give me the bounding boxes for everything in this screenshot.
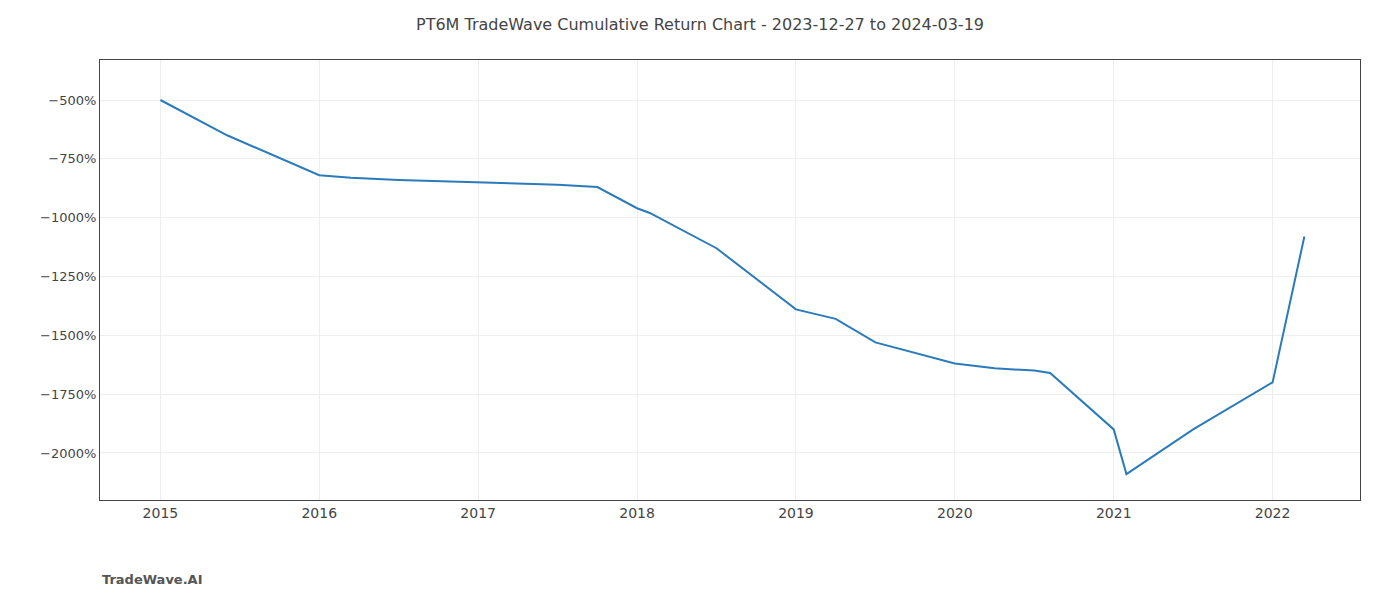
- svg-text:2020: 2020: [937, 505, 973, 521]
- svg-text:2017: 2017: [460, 505, 496, 521]
- svg-text:−1750%: −1750%: [40, 387, 96, 402]
- svg-text:PT6M TradeWave Cumulative Retu: PT6M TradeWave Cumulative Return Chart -…: [416, 15, 984, 34]
- svg-text:2022: 2022: [1255, 505, 1291, 521]
- svg-text:−750%: −750%: [48, 151, 96, 166]
- svg-text:2016: 2016: [301, 505, 337, 521]
- svg-text:2019: 2019: [778, 505, 814, 521]
- svg-text:−2000%: −2000%: [40, 445, 96, 460]
- svg-text:−1000%: −1000%: [40, 210, 96, 225]
- svg-text:TradeWave.AI: TradeWave.AI: [102, 572, 203, 587]
- svg-text:−500%: −500%: [48, 93, 96, 108]
- svg-text:−1500%: −1500%: [40, 328, 96, 343]
- svg-text:2015: 2015: [143, 505, 179, 521]
- svg-text:−1250%: −1250%: [40, 269, 96, 284]
- svg-text:2018: 2018: [619, 505, 655, 521]
- svg-text:2021: 2021: [1096, 505, 1132, 521]
